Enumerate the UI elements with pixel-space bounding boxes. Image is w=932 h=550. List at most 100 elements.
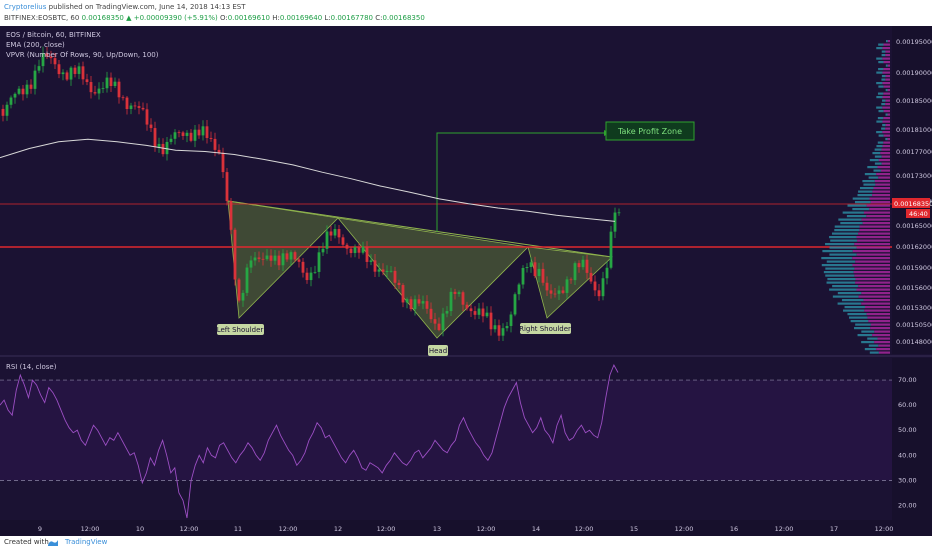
vpvr-bar-up (857, 334, 873, 337)
vpvr-bar-down (872, 194, 890, 197)
vpvr-bar-down (874, 180, 890, 183)
vpvr-bar-down (874, 330, 890, 333)
price-tick-label: 0.00185000 (896, 97, 932, 105)
high-label: H: (272, 14, 280, 22)
candle-body (545, 282, 549, 291)
vpvr-bar-down (855, 278, 890, 281)
head-label-bg (428, 345, 448, 356)
vpvr-bar-up (876, 145, 883, 148)
vpvr-bar-down (873, 187, 890, 190)
candle-body (421, 301, 425, 304)
candle-body (237, 279, 241, 301)
price-tick-label: 0.00165000 (896, 222, 932, 230)
candle-body (317, 252, 321, 272)
candle-body (497, 325, 501, 336)
chart-canvas[interactable]: Take Profit Zone Left Shoulder Head Righ… (0, 26, 932, 536)
tradingview-link[interactable]: TradingView (65, 538, 108, 546)
vpvr-bar-down (882, 57, 890, 60)
left-shoulder-label-bg (217, 324, 264, 335)
rsi-axis[interactable] (892, 358, 932, 520)
left-shoulder-label: Left Shoulder (217, 326, 264, 334)
candle-body (557, 290, 561, 294)
vpvr-bar-down (883, 117, 890, 120)
vpvr-bar-down (878, 351, 890, 354)
chart-title: EOS / Bitcoin, 60, BITFINEX (6, 31, 101, 39)
rsi-pane: 70.00 60.00 50.00 40.00 30.00 20.00 (0, 363, 917, 519)
candle-body (65, 72, 69, 80)
candle-body (49, 56, 53, 59)
vpvr-bar-up (876, 96, 883, 99)
vpvr-bar-up (872, 152, 881, 155)
vpvr-bar-up (862, 180, 875, 183)
vpvr-bar-down (852, 250, 890, 253)
vpvr-bar-down (883, 85, 890, 88)
price-axis[interactable] (892, 26, 932, 354)
vpvr-bar-up (842, 211, 864, 214)
vpvr-bar-up (837, 302, 862, 305)
time-tick-label: 9 (38, 525, 42, 533)
vpvr-legend: VPVR (Number Of Rows, 90, Up/Down, 100) (6, 51, 159, 59)
candle-body (269, 255, 273, 261)
candle-body (121, 97, 125, 99)
author-link[interactable]: Cryptorelius (4, 3, 47, 11)
publish-info: Cryptorelius published on TradingView.co… (4, 3, 246, 11)
vpvr-bar-down (859, 225, 890, 228)
vpvr-bar-down (870, 323, 890, 326)
candle-body (301, 261, 305, 273)
vpvr-bar-up (881, 54, 886, 57)
candle-body (365, 246, 369, 262)
vpvr-bar-down (862, 222, 890, 225)
candle-body (25, 84, 29, 95)
vpvr-bar-up (821, 264, 853, 267)
vpvr-bar-up (878, 110, 884, 113)
vpvr-bar-down (866, 204, 890, 207)
low-value: 0.00167780 (330, 14, 373, 22)
vpvr-bar-down (856, 246, 890, 249)
candle-body (441, 313, 445, 331)
candle-body (181, 132, 185, 136)
vpvr-bar-up (857, 194, 873, 197)
vpvr-bar-up (881, 103, 886, 106)
candle-body (581, 259, 585, 268)
vpvr-bar-down (882, 120, 890, 123)
symbol-label: BITFINEX:EOSBTC, 60 (4, 14, 80, 22)
vpvr-bar-down (878, 344, 890, 347)
candle-body (337, 229, 341, 238)
chart-area[interactable]: Take Profit Zone Left Shoulder Head Righ… (0, 26, 932, 536)
vpvr-bar-down (861, 292, 890, 295)
candle-body (597, 290, 601, 297)
ema-200-line (0, 138, 616, 222)
vpvr-bar-up (874, 162, 882, 165)
candle-body (517, 284, 521, 295)
candle-body (377, 269, 381, 272)
vpvr-bar-up (874, 148, 882, 151)
time-tick-label: 16 (730, 525, 738, 533)
candle-body (209, 137, 213, 139)
candle-body (53, 58, 57, 65)
vpvr-bar-up (881, 127, 886, 130)
time-tick-label: 10 (136, 525, 144, 533)
candle-body (509, 314, 513, 326)
rsi-tick-label: 70.00 (898, 376, 917, 384)
candle-body (221, 152, 225, 173)
candle-body (589, 272, 593, 282)
candle-body (233, 229, 237, 280)
vpvr-bar-up (858, 190, 873, 193)
right-shoulder-label: Right Shoulder (519, 325, 571, 333)
candle-body (273, 255, 277, 261)
candle-body (45, 52, 49, 57)
time-axis[interactable] (0, 520, 932, 536)
rsi-tick-label: 60.00 (898, 401, 917, 409)
candle-body (305, 272, 309, 281)
candle-body (341, 237, 345, 245)
candle-body (109, 77, 113, 87)
vpvr-bar-down (887, 64, 890, 67)
candle-body (149, 124, 153, 129)
rsi-line (0, 363, 619, 519)
take-profit-arrow (436, 132, 604, 232)
candle-body (445, 311, 449, 314)
close-value: 0.00168350 (382, 14, 425, 22)
candle-body (97, 88, 101, 94)
vpvr-bar-down (882, 71, 890, 74)
candle-body (501, 328, 505, 336)
